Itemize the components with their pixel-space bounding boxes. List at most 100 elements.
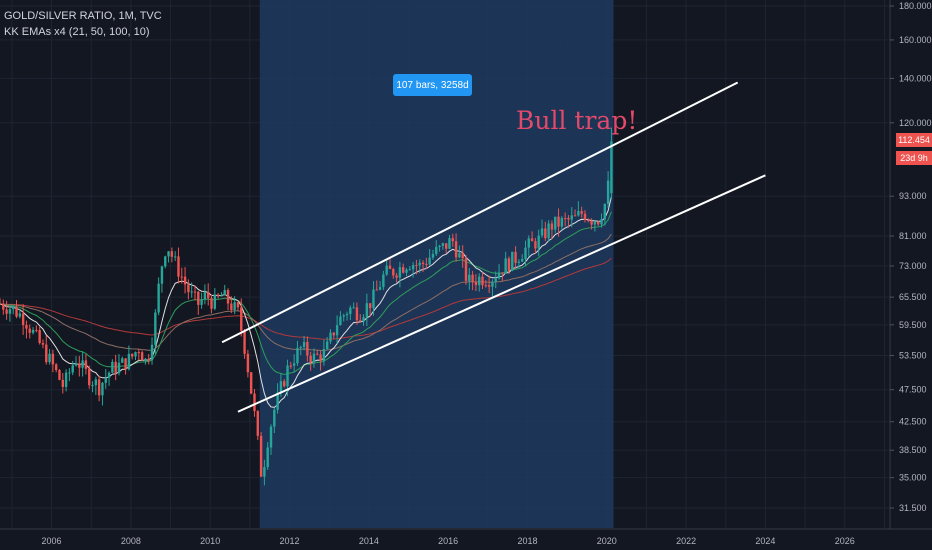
- candle: [507, 258, 511, 271]
- candle: [349, 307, 352, 315]
- candle: [130, 353, 134, 357]
- price-tick-label: 59.500: [899, 320, 927, 330]
- candle: [600, 219, 603, 225]
- candle: [81, 360, 84, 368]
- candle: [289, 365, 293, 367]
- candle: [501, 272, 504, 274]
- candle: [382, 274, 385, 288]
- candle: [28, 328, 31, 333]
- candle: [484, 285, 488, 287]
- candle: [111, 361, 114, 373]
- candle: [342, 315, 345, 317]
- price-tick-label: 35.000: [899, 473, 927, 483]
- candle: [18, 313, 22, 317]
- candle: [444, 243, 448, 249]
- candle: [296, 347, 299, 364]
- candle: [35, 329, 38, 331]
- candle: [263, 467, 266, 477]
- candle: [269, 426, 273, 448]
- candle: [359, 320, 362, 322]
- candle: [415, 265, 418, 267]
- candle: [121, 358, 124, 363]
- candle: [187, 284, 190, 293]
- candle: [474, 282, 478, 286]
- time-tick-label: 2016: [438, 536, 458, 546]
- candle: [441, 243, 445, 246]
- candle: [547, 223, 550, 239]
- ema-10-line: [0, 196, 612, 408]
- candle: [408, 269, 412, 271]
- candle: [240, 307, 243, 331]
- candle: [84, 360, 88, 369]
- candle: [220, 295, 223, 297]
- candle: [365, 303, 369, 318]
- candle: [210, 298, 213, 309]
- candle: [180, 276, 183, 278]
- candle: [193, 291, 197, 293]
- candle: [21, 313, 25, 326]
- symbol-label: GOLD/SILVER RATIO, 1M, TVC: [4, 10, 162, 22]
- candle: [395, 275, 398, 278]
- candle: [107, 372, 111, 378]
- candle: [322, 349, 326, 362]
- bull-trap-annotation: Bull trap!: [516, 106, 638, 135]
- candle: [481, 276, 484, 286]
- candle: [292, 363, 296, 366]
- candle: [147, 358, 150, 361]
- candle: [140, 352, 144, 361]
- candle: [573, 215, 577, 217]
- candle: [497, 272, 501, 279]
- candle: [345, 314, 349, 316]
- price-tick-label: 180.000: [899, 1, 932, 11]
- candle: [246, 353, 250, 373]
- candle: [421, 262, 425, 264]
- candle: [435, 247, 438, 254]
- candle: [388, 265, 392, 270]
- candle: [405, 269, 408, 273]
- candle: [550, 223, 554, 230]
- candle: [54, 364, 58, 370]
- chart-legend: GOLD/SILVER RATIO, 1M, TVC KK EMAs x4 (2…: [4, 8, 162, 40]
- price-tick-label: 73.000: [899, 261, 927, 271]
- candle: [527, 238, 530, 248]
- candle: [438, 245, 441, 248]
- candle: [375, 289, 378, 291]
- candle: [567, 218, 570, 220]
- candle: [339, 316, 342, 326]
- candle: [15, 306, 18, 317]
- range-badge: 107 bars, 3258d: [393, 74, 472, 96]
- candle: [372, 289, 375, 309]
- candle: [329, 332, 332, 342]
- time-tick-label: 2010: [200, 536, 220, 546]
- candle: [606, 180, 610, 204]
- candle: [71, 365, 74, 373]
- candle: [216, 294, 220, 297]
- candle: [332, 332, 336, 336]
- candle: [12, 306, 15, 310]
- candle: [451, 238, 454, 242]
- candle: [243, 330, 246, 354]
- time-tick-label: 2006: [42, 536, 62, 546]
- candle: [150, 344, 154, 361]
- candle: [38, 330, 41, 343]
- price-tick-label: 42.500: [899, 417, 927, 427]
- candle: [593, 221, 597, 225]
- candle: [428, 257, 431, 265]
- candle: [164, 256, 167, 267]
- candle: [530, 238, 534, 242]
- candle: [487, 285, 491, 287]
- candle: [385, 265, 388, 275]
- candle: [160, 266, 164, 284]
- candle: [8, 309, 12, 314]
- candle: [362, 317, 365, 322]
- candle: [226, 290, 230, 304]
- candle: [378, 287, 382, 290]
- candle: [41, 342, 45, 345]
- candle: [286, 365, 289, 387]
- candle: [104, 377, 107, 383]
- candle: [253, 393, 256, 412]
- candle: [520, 258, 524, 262]
- candle: [2, 303, 5, 310]
- candle: [183, 276, 187, 285]
